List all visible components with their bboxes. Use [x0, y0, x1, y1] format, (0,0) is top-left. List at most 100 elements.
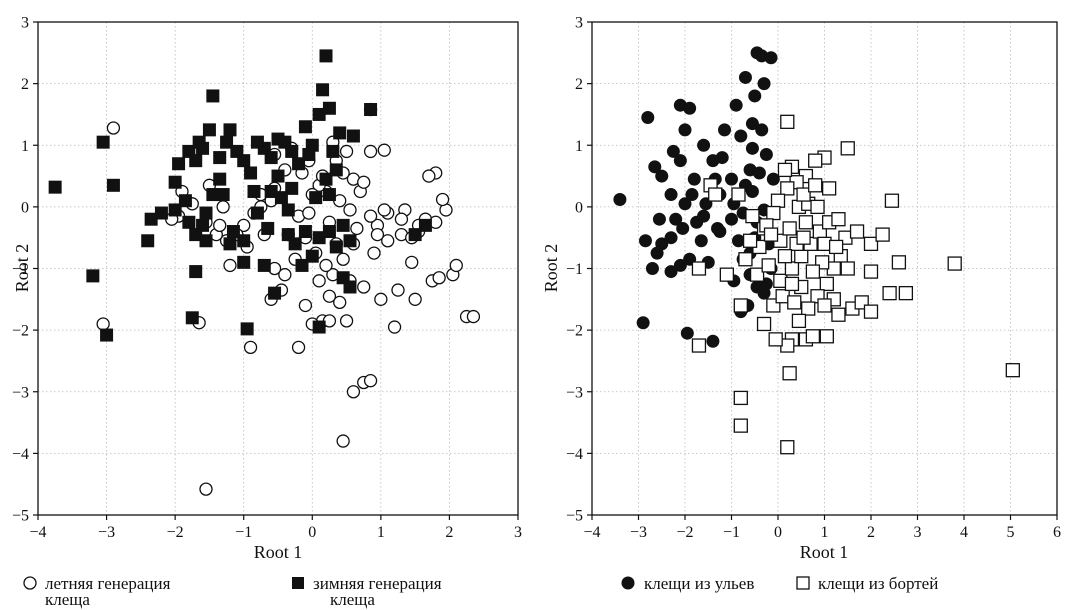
- scatter-point: [666, 144, 680, 158]
- scatter-point: [805, 329, 821, 344]
- scatter-point: [422, 169, 436, 183]
- scatter-point: [302, 206, 316, 220]
- scatter-point: [408, 228, 422, 242]
- scatter-point: [196, 141, 210, 155]
- scatter-point: [875, 227, 890, 242]
- scatter-point: [298, 120, 312, 134]
- x-tick-label: −3: [630, 524, 647, 541]
- y-tick-label: 0: [575, 199, 583, 216]
- left-legend: летняя генерация клеща зимняя генерация …: [23, 574, 442, 609]
- scatter-point: [48, 180, 62, 194]
- scatter-point: [780, 114, 795, 129]
- scatter-point: [748, 89, 762, 103]
- x-tick-label: −2: [167, 524, 184, 541]
- scatter-point: [374, 292, 388, 306]
- x-tick-label: 2: [445, 524, 453, 541]
- scatter-point: [189, 265, 203, 279]
- scatter-point: [391, 283, 405, 297]
- scatter-point: [650, 246, 664, 260]
- scatter-point: [731, 187, 746, 202]
- legend-borti-label: клещи из бортей: [818, 574, 938, 593]
- scatter-point: [213, 172, 227, 186]
- y-tick-label: −4: [566, 446, 583, 463]
- scatter-point: [784, 261, 800, 276]
- scatter-point: [770, 193, 786, 208]
- scatter-point: [189, 154, 203, 168]
- y-tick-label: −1: [566, 261, 583, 278]
- scatter-point: [729, 98, 743, 112]
- scatter-point: [708, 187, 723, 202]
- scatter-point: [312, 320, 326, 334]
- scatter-point: [819, 329, 834, 344]
- y-tick-label: 0: [21, 199, 29, 216]
- scatter-point: [638, 234, 652, 248]
- scatter-point: [336, 218, 350, 232]
- scatter-point: [333, 295, 347, 310]
- x-tick-label: −2: [676, 524, 693, 541]
- scatter-point: [694, 234, 708, 248]
- scatter-point: [144, 212, 158, 226]
- scatter-point: [697, 209, 711, 223]
- scatter-point: [719, 267, 734, 282]
- scatter-point: [432, 271, 446, 285]
- scatter-point: [787, 295, 802, 310]
- scatter-point: [106, 178, 120, 192]
- right-legend: клещи из ульев клещи из бортей: [621, 574, 938, 593]
- scatter-point: [687, 172, 701, 186]
- scatter-point: [336, 434, 350, 448]
- left-points: [48, 49, 481, 496]
- x-tick-label: 1: [377, 524, 385, 541]
- scatter-point: [655, 169, 669, 183]
- scatter-point: [168, 203, 182, 217]
- scatter-point: [285, 144, 299, 158]
- scatter-point: [202, 123, 216, 137]
- scatter-point: [312, 107, 326, 121]
- scatter-point: [405, 255, 419, 269]
- scatter-point: [652, 212, 666, 226]
- scatter-point: [305, 249, 319, 263]
- scatter-point: [466, 309, 481, 324]
- scatter-point: [322, 289, 337, 303]
- scatter-point: [733, 298, 748, 313]
- scatter-point: [100, 328, 114, 342]
- x-tick-label: 3: [514, 524, 522, 541]
- scatter-point: [339, 314, 354, 328]
- scatter-point: [683, 101, 697, 115]
- scatter-point: [367, 246, 381, 260]
- left-y-tick-labels: −5 −4 −3 −2 −1 0 1 2 3: [12, 15, 38, 525]
- y-tick-label: 1: [21, 138, 29, 155]
- scatter-point: [363, 144, 378, 159]
- scatter-point: [697, 138, 711, 152]
- scatter-point: [711, 221, 725, 235]
- scatter-point: [780, 440, 795, 455]
- y-tick-label: −3: [12, 384, 29, 401]
- scatter-point: [96, 135, 110, 149]
- scatter-point: [738, 70, 752, 84]
- scatter-point: [257, 258, 271, 272]
- scatter-point: [863, 236, 879, 252]
- scatter-point: [350, 221, 364, 236]
- scatter-point: [613, 192, 627, 206]
- scatter-point: [199, 482, 213, 496]
- scatter-point: [264, 184, 278, 198]
- scatter-point: [363, 209, 378, 223]
- scatter-point: [240, 322, 254, 336]
- scatter-point: [357, 280, 371, 294]
- scatter-point: [329, 163, 343, 177]
- scatter-point: [178, 194, 192, 208]
- scatter-point: [863, 264, 879, 279]
- y-tick-label: −3: [566, 384, 583, 401]
- scatter-point: [801, 301, 816, 316]
- scatter-point: [759, 147, 773, 161]
- x-tick-label: 6: [1053, 524, 1061, 541]
- scatter-point: [725, 172, 738, 186]
- scatter-point: [329, 240, 343, 254]
- scatter-point: [312, 274, 326, 288]
- scatter-point: [213, 151, 227, 165]
- scatter-point: [669, 212, 683, 226]
- scatter-point: [394, 212, 409, 226]
- scatter-point: [319, 172, 333, 186]
- scatter-point: [810, 199, 825, 215]
- left-y-axis-label: Root 2: [12, 244, 32, 293]
- legend-open-square-marker: [796, 576, 810, 590]
